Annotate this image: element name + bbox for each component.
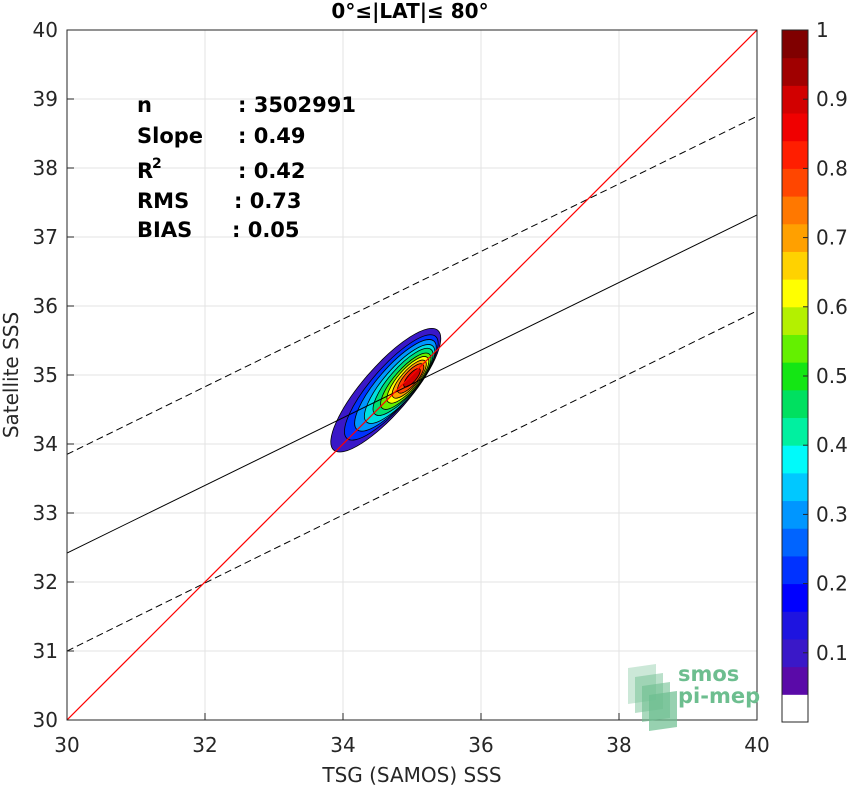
y-tick-label: 38	[33, 156, 58, 180]
stat-label-superscript: 2	[152, 156, 162, 172]
colorbar-bin	[782, 389, 808, 419]
colorbar-bin	[782, 694, 808, 723]
colorbar-tick-label: 0.1	[816, 641, 848, 665]
x-tick-label: 36	[468, 733, 493, 757]
colorbar-bin	[782, 583, 808, 612]
colorbar-tick-label: 0.9	[816, 87, 848, 111]
colorbar-bin	[782, 57, 808, 86]
colorbar-tick-label: 0.2	[816, 572, 848, 596]
y-tick-label: 35	[33, 363, 58, 387]
logo-text-line2: pi-mep	[678, 684, 760, 708]
colorbar-bin	[782, 528, 808, 557]
y-axis-ticks: 30 31 32 33 34 35 36 37 38 39 40	[33, 18, 74, 732]
x-tick-label: 40	[744, 733, 769, 757]
colorbar-tick-label: 0.4	[816, 433, 848, 457]
colorbar-bin	[782, 666, 808, 695]
chart-title: 0°≤|LAT|≤ 80°	[331, 0, 488, 23]
colorbar-bin	[782, 417, 808, 446]
x-axis-label: TSG (SAMOS) SSS	[321, 763, 501, 787]
colorbar-bin	[782, 168, 808, 197]
y-tick-label: 31	[33, 639, 58, 663]
envelope-line	[67, 310, 757, 652]
x-tick-label: 34	[330, 733, 355, 757]
x-tick-label: 38	[606, 733, 631, 757]
colorbar-tick-label: 0.6	[816, 295, 848, 319]
colorbar-tick-label: 0.7	[816, 226, 848, 250]
reference-lines	[67, 30, 757, 720]
colorbar-bin	[782, 472, 808, 502]
grid	[66, 29, 758, 721]
colorbar: 0.1 0.2 0.3 0.4 0.5 0.6 0.7 0.8 0.9 1	[781, 18, 848, 723]
colorbar-bin	[782, 279, 808, 308]
y-axis-label: Satellite SSS	[0, 312, 23, 438]
colorbar-bin	[782, 306, 808, 335]
y-tick-label: 32	[33, 570, 58, 594]
colorbar-tick-label: 1	[816, 18, 829, 42]
colorbar-bin	[782, 30, 808, 59]
contour-level	[403, 368, 421, 388]
y-tick-label: 36	[33, 294, 58, 318]
y-tick-label: 33	[33, 501, 58, 525]
colorbar-bin	[782, 445, 808, 474]
regression-line	[67, 214, 757, 554]
stat-label: BIAS	[137, 218, 192, 242]
logo-text-line1: smos	[678, 662, 739, 686]
stat-value: : 0.42	[238, 159, 306, 183]
x-axis-ticks: 30 32 34 36 38 40	[54, 713, 770, 757]
colorbar-bin	[782, 334, 808, 363]
colorbar-bin	[782, 251, 808, 280]
y-tick-label: 30	[33, 708, 58, 732]
x-tick-label: 30	[54, 733, 79, 757]
colorbar-bin	[782, 140, 808, 169]
y-tick-label: 34	[33, 432, 58, 456]
colorbar-tick-label: 0.5	[816, 364, 848, 388]
stat-value: : 0.05	[232, 218, 300, 242]
identity-line	[67, 30, 757, 720]
colorbar-tick-label: 0.8	[816, 156, 848, 180]
y-tick-label: 37	[33, 225, 58, 249]
y-tick-label: 40	[33, 18, 58, 42]
envelope-line	[67, 115, 757, 455]
stat-label: R	[137, 159, 153, 183]
colorbar-bin	[782, 555, 808, 585]
colorbar-bin	[782, 196, 808, 225]
colorbar-tick-label: 0.3	[816, 502, 848, 526]
colorbar-bin	[782, 611, 808, 640]
x-tick-label: 32	[192, 733, 217, 757]
stat-value: : 0.73	[234, 189, 302, 213]
stat-value: : 3502991	[238, 93, 356, 117]
stat-label: Slope	[137, 124, 203, 148]
logo-waves-icon	[628, 664, 677, 731]
statistics-box: n : 3502991 Slope : 0.49 R2 : 0.42 RMS : 0.73 BI…	[137, 93, 356, 242]
logo-wave-layer	[649, 691, 677, 731]
stat-label: RMS	[137, 189, 189, 213]
stat-value: : 0.49	[238, 124, 306, 148]
colorbar-bin	[782, 113, 808, 142]
stat-label: n	[137, 93, 152, 117]
y-tick-label: 39	[33, 87, 58, 111]
